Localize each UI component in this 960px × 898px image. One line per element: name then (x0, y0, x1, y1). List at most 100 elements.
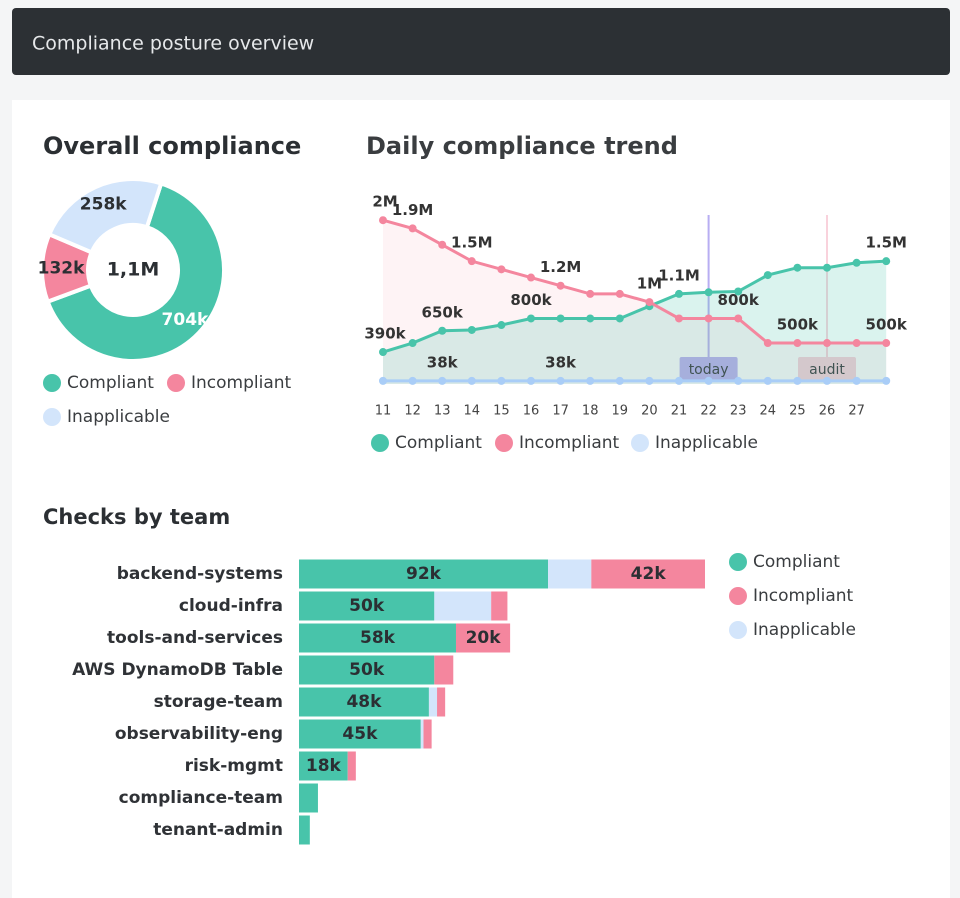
data-point (467, 376, 476, 385)
slice-label: 704k (162, 310, 209, 330)
bar-segment (299, 655, 435, 685)
data-point (438, 326, 447, 335)
data-point (615, 314, 624, 323)
data-point (408, 224, 417, 233)
slice-label: 258k (80, 194, 127, 214)
data-point (645, 298, 654, 307)
data-label: 18k (306, 756, 342, 776)
data-point (793, 263, 802, 272)
data-label: 500k (777, 316, 819, 334)
x-tick-label: 22 (700, 404, 717, 419)
y-tick-label: compliance-team (119, 788, 283, 808)
data-label: 800k (718, 291, 760, 309)
data-point (586, 289, 595, 298)
annotation-box (679, 357, 738, 382)
chart-title: Daily compliance trend (366, 132, 678, 160)
data-point (556, 376, 565, 385)
data-point (379, 348, 387, 357)
annotation-label: audit (809, 362, 845, 378)
x-tick-label: 24 (760, 404, 777, 419)
data-label: 58k (360, 628, 396, 648)
legend-swatch (729, 621, 747, 639)
data-label: 48k (346, 692, 382, 712)
bar-segment (420, 719, 424, 749)
data-point (497, 376, 506, 385)
x-tick-label: 12 (404, 404, 421, 419)
legend-label: Incompliant (519, 433, 620, 453)
data-point (615, 289, 624, 298)
chart-title: Checks by team (43, 505, 230, 529)
pie-slice (45, 180, 226, 363)
bar-segment (299, 751, 348, 781)
data-point (852, 258, 861, 267)
bar-segment (299, 815, 310, 845)
x-tick-label: 14 (464, 404, 481, 419)
data-label: 1.5M (865, 234, 907, 252)
legend-swatch (495, 434, 513, 452)
data-point (527, 376, 535, 385)
bar-segment (437, 687, 446, 717)
bar-segment (548, 559, 592, 589)
data-point (823, 263, 831, 272)
data-point (527, 273, 535, 282)
legend-label: Inapplicable (67, 407, 170, 427)
data-point (704, 376, 713, 385)
y-tick-label: risk-mgmt (185, 756, 283, 776)
bar-segment (591, 559, 705, 589)
bar-segment (299, 783, 318, 813)
data-label: 1M (637, 275, 662, 293)
legend-swatch (729, 587, 747, 605)
x-tick-label: 27 (848, 404, 865, 419)
data-label: 50k (349, 596, 385, 616)
legend-label: Compliant (395, 433, 482, 453)
data-point (586, 376, 595, 385)
data-point (882, 257, 891, 266)
data-point (734, 376, 743, 385)
bar-segment (455, 623, 511, 653)
data-point (882, 339, 891, 348)
data-point (379, 216, 387, 225)
legend-swatch (167, 374, 185, 392)
x-tick-label: 11 (375, 404, 392, 419)
legend-label: Compliant (67, 373, 154, 393)
data-point (763, 376, 772, 385)
bar-segment (428, 687, 438, 717)
data-point (556, 281, 565, 290)
annotation-label: today (689, 362, 729, 378)
data-label: 42k (631, 564, 667, 584)
x-tick-label: 26 (819, 404, 836, 419)
bar-segment (299, 687, 429, 717)
data-point (734, 287, 743, 296)
slice-label: 132k (38, 258, 85, 278)
data-label: 45k (342, 724, 378, 744)
pie-slice (46, 177, 164, 255)
bar-segment (299, 719, 421, 749)
data-point (408, 339, 417, 348)
data-point (467, 325, 476, 334)
data-label: 1.1M (658, 266, 700, 284)
legend-swatch (631, 434, 649, 452)
data-point (763, 339, 772, 348)
bar-segment (299, 559, 549, 589)
data-point (497, 321, 506, 330)
data-label: 1.9M (392, 201, 434, 219)
data-point (823, 376, 831, 385)
data-point (823, 339, 831, 348)
data-label: 1.5M (451, 234, 493, 252)
bar-segment (434, 591, 492, 621)
data-point (408, 376, 417, 385)
data-point (497, 265, 506, 274)
header-bar (12, 8, 950, 75)
data-point (645, 376, 654, 385)
legend-swatch (43, 408, 61, 426)
data-point (675, 289, 683, 298)
center-label: 1,1M (107, 259, 160, 281)
data-point (704, 288, 713, 297)
bar-segment (434, 655, 454, 685)
data-point (586, 314, 595, 323)
x-tick-label: 23 (730, 404, 747, 419)
x-tick-label: 16 (523, 404, 540, 419)
legend-swatch (729, 553, 747, 571)
data-label: 1.2M (540, 258, 582, 276)
